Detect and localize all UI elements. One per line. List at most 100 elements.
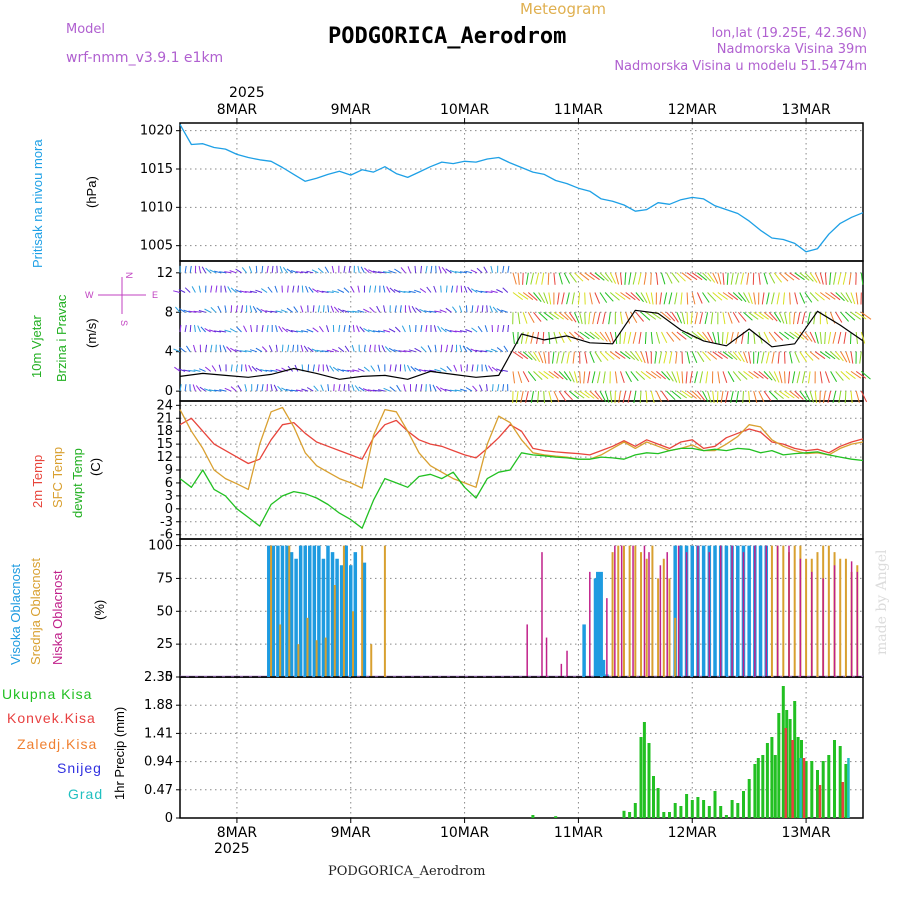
wind-arrow xyxy=(650,331,653,344)
wind-arrow xyxy=(668,292,673,305)
wind-arrow xyxy=(244,291,252,293)
wind-arrow xyxy=(350,286,355,293)
precip-bar-ukupnakisa xyxy=(788,719,792,818)
precip-bar-konvekkisa xyxy=(841,782,844,818)
wind-arrow xyxy=(479,384,483,392)
wind-arrow xyxy=(343,287,350,293)
wind-arrow xyxy=(195,385,201,392)
wind-arrow xyxy=(411,305,417,313)
wind-arrow xyxy=(224,387,232,392)
wind-arrow xyxy=(756,351,760,364)
wind-arrow xyxy=(398,290,406,293)
wind-arrow xyxy=(666,272,673,284)
wind-arrow xyxy=(255,265,258,273)
wind-arrow xyxy=(804,390,811,403)
wind-arrow xyxy=(566,292,570,305)
wind-arrow xyxy=(661,311,672,321)
wind-arrow xyxy=(492,306,498,313)
wind-arrow xyxy=(691,351,698,363)
wind-arrow xyxy=(771,292,775,305)
wind-arrow xyxy=(743,292,750,304)
wind-arrow xyxy=(773,272,782,283)
wind-arrow xyxy=(173,290,181,293)
wind-arrow xyxy=(244,384,248,392)
wind-arrow xyxy=(637,272,642,285)
y-tick-label: 18 xyxy=(156,424,173,439)
wind-arrow xyxy=(449,389,457,392)
wind-arrow xyxy=(589,351,595,363)
wind-arrow xyxy=(281,344,284,352)
wind-arrow xyxy=(357,285,360,293)
wind-arrow xyxy=(632,331,637,344)
wind-arrow xyxy=(720,391,724,404)
wind-arrow xyxy=(492,384,494,392)
precip-bar-ukupnakisa xyxy=(781,686,785,818)
wind-arrow xyxy=(579,390,590,399)
wind-arrow xyxy=(794,272,805,281)
wind-arrow xyxy=(727,292,739,301)
compass-cross xyxy=(98,277,146,314)
wind-arrow xyxy=(367,329,375,333)
wind-arrow xyxy=(650,390,655,403)
wind-arrow xyxy=(488,365,493,372)
wind-arrow xyxy=(219,330,227,333)
wind-arrow xyxy=(250,325,253,333)
wind-arrow xyxy=(676,390,687,399)
pressure-unit: (hPa) xyxy=(84,176,99,208)
wind-arrow xyxy=(214,270,222,274)
wind-arrow xyxy=(579,312,583,325)
wind-arrow xyxy=(727,312,733,324)
wind-arrow xyxy=(620,292,631,300)
wind-arrow xyxy=(830,292,841,301)
wind-arrow xyxy=(219,271,227,274)
wind-arrow xyxy=(178,288,186,293)
wind-arrow xyxy=(174,366,181,372)
wind-arrow xyxy=(463,285,468,293)
wind-arrow xyxy=(491,366,498,372)
wind-arrow xyxy=(286,307,293,313)
wind-arrow xyxy=(686,390,697,399)
wind-arrow xyxy=(661,371,671,381)
precip-bar-ukupnakisa xyxy=(765,743,769,818)
precip-bar-ukupnakisa xyxy=(647,743,651,818)
wind-arrow xyxy=(396,384,401,392)
wind-arrow xyxy=(338,384,341,392)
wind-arrow xyxy=(295,330,303,333)
wind-arrow xyxy=(809,331,816,344)
sfc-temp-title: SFC Temp xyxy=(50,447,65,508)
wind-arrow xyxy=(451,306,458,313)
wind-arrow xyxy=(579,371,581,384)
wind-arrow xyxy=(239,350,247,353)
wind-arrow xyxy=(398,350,406,353)
wind-arrow xyxy=(563,311,573,322)
wind-arrow xyxy=(538,371,549,380)
wind-arrow xyxy=(374,285,377,293)
wind-arrow xyxy=(777,351,780,364)
wind-arrow xyxy=(363,308,370,313)
wind-arrow xyxy=(459,344,463,352)
wind-arrow xyxy=(686,292,689,305)
x-tick-label-top: 8MAR xyxy=(217,102,258,118)
y-tick-label: 12 xyxy=(156,266,173,281)
y-tick-label: 1020 xyxy=(140,124,173,139)
wind-arrow xyxy=(730,272,734,285)
wind-arrow xyxy=(758,390,765,403)
wind-arrow xyxy=(214,330,222,333)
wind-arrow xyxy=(676,272,686,282)
wind-arrow xyxy=(604,351,615,360)
wind-arrow xyxy=(850,292,856,305)
wind-arrow xyxy=(383,271,391,274)
wind-arrow xyxy=(686,312,689,325)
wind-arrow xyxy=(337,308,345,313)
wind-arrow xyxy=(624,272,627,285)
wind-arrow xyxy=(553,371,564,380)
wind-arrow xyxy=(419,288,427,293)
wind-arrow xyxy=(830,371,838,383)
wind-arrow xyxy=(306,270,314,274)
wind-arrow xyxy=(265,369,273,372)
wind-title-2: Brzina i Pravac xyxy=(54,294,69,382)
wind-arrow xyxy=(707,331,714,343)
x-tick-label-top: 9MAR xyxy=(331,102,372,118)
wind-arrow xyxy=(388,347,396,353)
wind-arrow xyxy=(622,390,627,404)
